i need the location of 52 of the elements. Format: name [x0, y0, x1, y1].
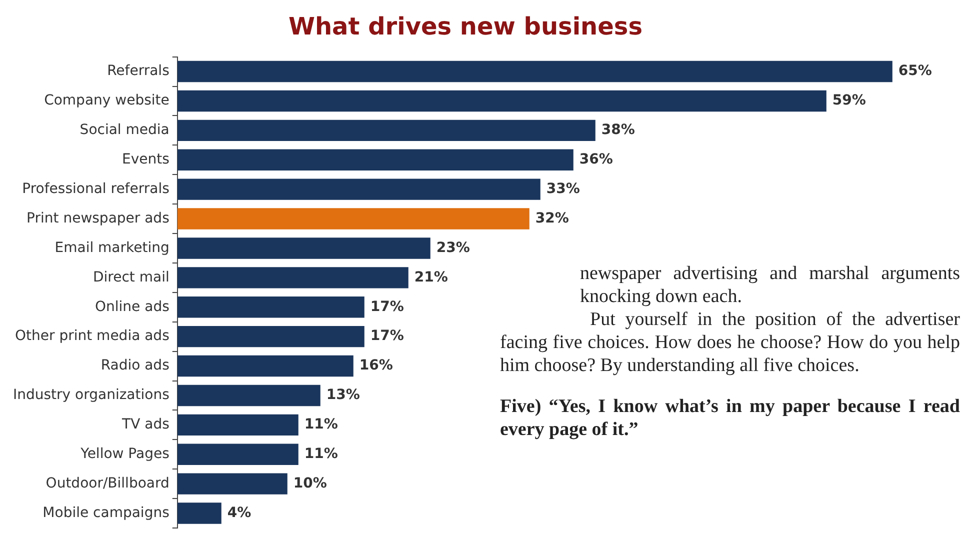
- y-tick-label: Events: [122, 152, 170, 168]
- bar: [177, 502, 222, 524]
- bar: [177, 326, 364, 348]
- data-label: 65%: [898, 63, 932, 80]
- y-tick-label: Online ads: [95, 298, 170, 315]
- y-tick-label: Direct mail: [93, 269, 170, 286]
- bar: [177, 384, 320, 406]
- bar: [177, 60, 892, 82]
- data-label: 10%: [293, 475, 327, 492]
- annotation: Five) “Yes, I know what’s in my paper because I read every page of it.”: [500, 395, 960, 441]
- bar: [177, 355, 354, 377]
- data-label: 17%: [370, 328, 404, 344]
- bar: [177, 178, 540, 200]
- bar: [177, 473, 288, 494]
- y-tick-label: Referrals: [107, 63, 170, 80]
- bar: [177, 208, 530, 230]
- data-label: 13%: [326, 387, 360, 404]
- data-label: 4%: [227, 504, 252, 521]
- y-tick-label: Email marketing: [54, 240, 170, 256]
- data-label: 23%: [436, 240, 470, 256]
- annotation: Put yourself in the position of the advertiser facing five choices. How does he choose? How do you help him choose? By understanding all five choices.: [500, 308, 960, 377]
- bar: [177, 149, 574, 170]
- data-label: 17%: [370, 298, 404, 315]
- y-tick-label: Other print media ads: [15, 328, 170, 344]
- y-tick-label: Radio ads: [100, 358, 170, 374]
- y-tick-label: Print newspaper ads: [26, 210, 170, 226]
- y-tick-label: Mobile campaigns: [42, 504, 170, 521]
- data-label: 38%: [601, 122, 635, 138]
- bar: [177, 90, 826, 112]
- bar: [177, 120, 596, 142]
- bar: [177, 444, 298, 465]
- data-label: 21%: [414, 269, 448, 286]
- bar: [177, 238, 430, 259]
- bar: [177, 296, 364, 318]
- bar: [177, 414, 298, 436]
- y-tick-label: Social media: [80, 122, 170, 138]
- y-tick-label: Outdoor/Billboard: [46, 475, 170, 492]
- data-label: 36%: [579, 152, 613, 168]
- y-tick-label: Professional referrals: [22, 180, 170, 197]
- y-tick-label: Industry organizations: [12, 387, 170, 404]
- bar: [177, 267, 408, 288]
- y-tick-label: Company website: [44, 92, 170, 109]
- data-label: 16%: [359, 358, 393, 374]
- data-label: 32%: [535, 210, 569, 226]
- y-tick-label: Yellow Pages: [80, 446, 170, 462]
- data-label: 11%: [304, 416, 338, 433]
- data-label: 59%: [832, 92, 866, 109]
- data-label: 33%: [546, 180, 580, 197]
- y-tick-label: TV ads: [121, 416, 170, 433]
- data-label: 11%: [304, 446, 338, 462]
- chart-title: What drives new business: [288, 12, 642, 41]
- annotation: newspaper advertising and marshal arguments knocking down each.: [579, 262, 960, 308]
